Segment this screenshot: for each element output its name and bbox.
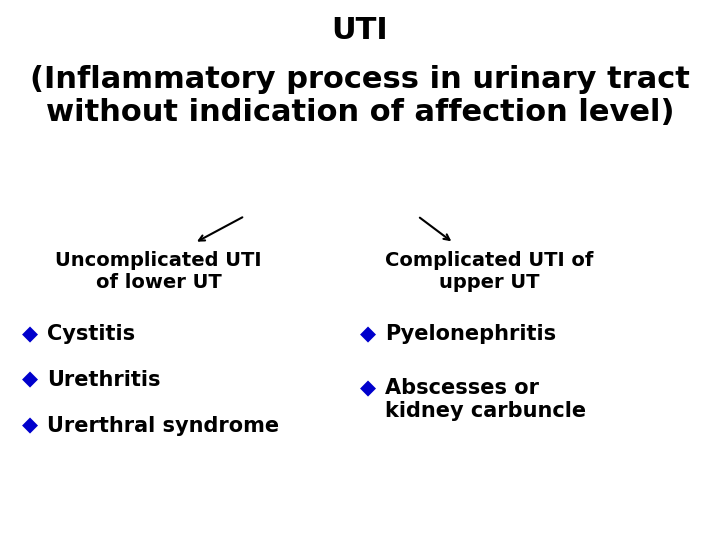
Text: ◆: ◆ <box>22 416 37 436</box>
Text: ◆: ◆ <box>360 324 376 344</box>
Text: Pyelonephritis: Pyelonephritis <box>385 324 557 344</box>
Text: ◆: ◆ <box>22 324 37 344</box>
Text: (Inflammatory process in urinary tract
without indication of affection level): (Inflammatory process in urinary tract w… <box>30 65 690 127</box>
Text: Abscesses or
kidney carbuncle: Abscesses or kidney carbuncle <box>385 378 586 421</box>
Text: UTI: UTI <box>332 16 388 45</box>
Text: Uncomplicated UTI
of lower UT: Uncomplicated UTI of lower UT <box>55 251 261 292</box>
Text: Complicated UTI of
upper UT: Complicated UTI of upper UT <box>385 251 594 292</box>
Text: ◆: ◆ <box>22 370 37 390</box>
Text: ◆: ◆ <box>360 378 376 398</box>
Text: Cystitis: Cystitis <box>47 324 135 344</box>
Text: Urerthral syndrome: Urerthral syndrome <box>47 416 279 436</box>
Text: Urethritis: Urethritis <box>47 370 161 390</box>
